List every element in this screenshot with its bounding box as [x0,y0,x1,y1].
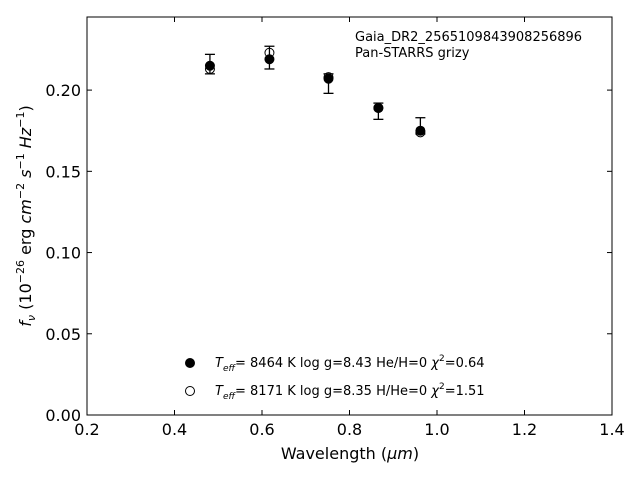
annotation-line-2: Pan-STARRS grizy [355,46,470,61]
x-axis-ticks: 0.2 0.4 0.6 0.8 1.0 1.2 1.4 [74,17,625,439]
x-tick-label: 0.8 [337,420,362,439]
point-open [204,63,215,74]
data-points [204,47,426,138]
plot-area [86,16,613,416]
x-tick-label: 0.2 [74,420,99,439]
y-axis-label: fν (10−26 erg cm−2 s−1 Hz−1) [14,105,38,326]
legend-marker-filled [185,358,195,368]
point-open [373,102,384,113]
point-open [323,72,334,83]
y-tick-label: 0.10 [45,244,81,263]
point-filled [204,60,215,71]
legend-marker-open [185,386,195,396]
x-tick-label: 1.4 [599,420,624,439]
y-axis-ticks: 0.00 0.05 0.10 0.15 0.20 [45,81,612,425]
y-tick-label: 0.00 [45,406,81,425]
y-tick-label: 0.15 [45,162,81,181]
annotation-line-1: Gaia_DR2_2565109843908256896 [355,30,582,45]
legend-entry-2: Teff= 8171 K log g=8.35 H/He=0 χ2=1.51 [215,382,485,402]
y-tick-label: 0.05 [45,325,81,344]
point-open [264,47,275,58]
point-open [415,127,426,138]
x-axis-label: Wavelength (μm) [281,444,419,463]
legend-entry-1: Teff= 8464 K log g=8.43 He/H=0 χ2=0.64 [215,354,485,374]
x-tick-label: 0.6 [249,420,274,439]
x-tick-label: 1.0 [424,420,449,439]
legend: Teff= 8464 K log g=8.43 He/H=0 χ2=0.64 T… [185,354,485,402]
x-tick-label: 1.2 [512,420,537,439]
x-tick-label: 0.4 [162,420,187,439]
y-tick-label: 0.20 [45,81,81,100]
